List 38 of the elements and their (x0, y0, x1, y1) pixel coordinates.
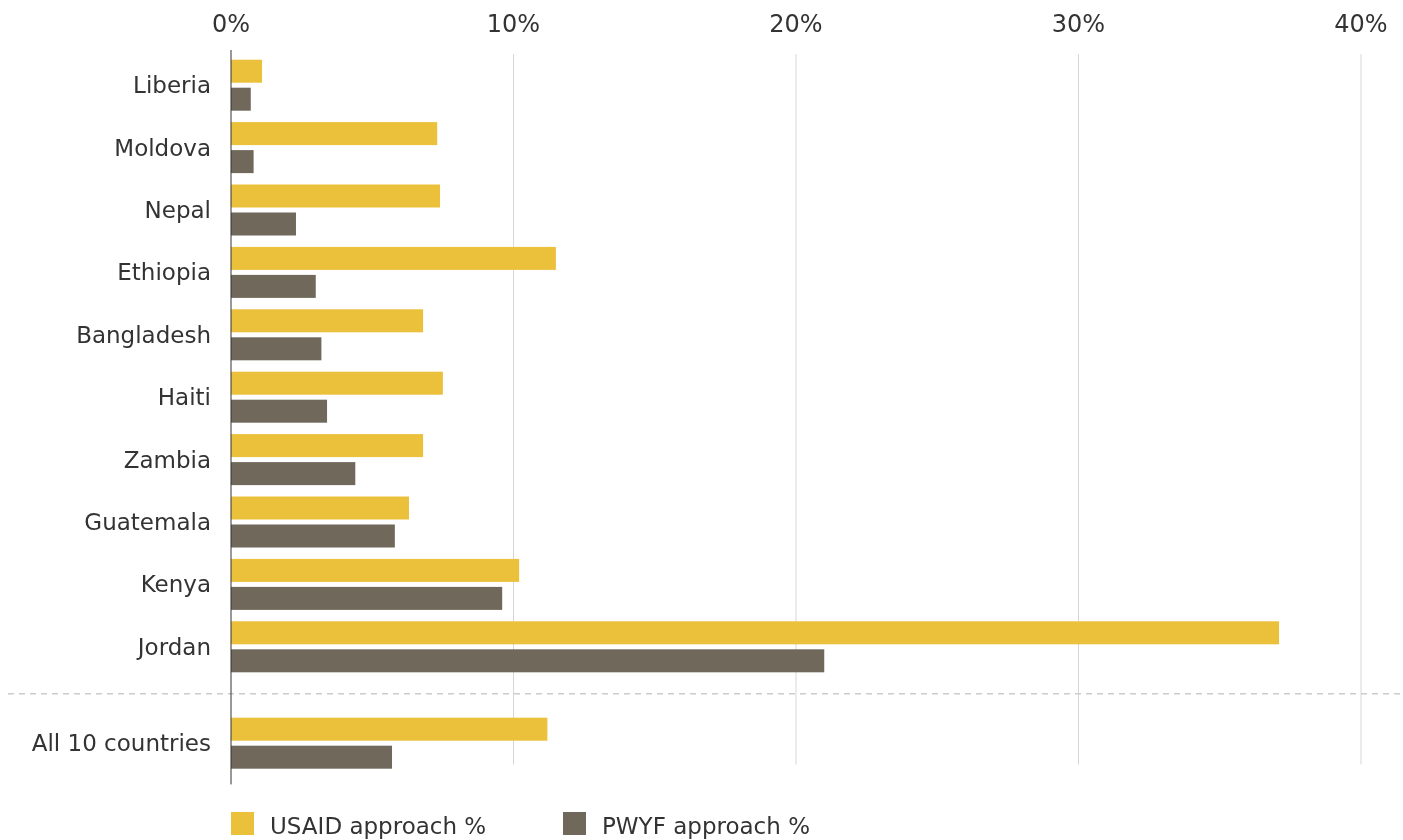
bar (231, 621, 1280, 645)
bar (231, 59, 263, 83)
bar (231, 246, 556, 270)
y-tick-label: Guatemala (84, 509, 211, 535)
y-tick-label: Liberia (133, 72, 211, 99)
bar (231, 87, 251, 111)
bar (231, 558, 520, 582)
y-tick-label: Moldova (114, 134, 211, 161)
bar (231, 309, 424, 333)
bar (231, 586, 503, 610)
bar (231, 524, 395, 548)
y-tick-label: Haiti (157, 384, 211, 411)
bar (231, 212, 296, 236)
bar (231, 434, 424, 458)
bar (231, 462, 356, 486)
y-tick-label: Nepal (144, 197, 211, 223)
bar (231, 337, 322, 361)
y-tick-label: Bangladesh (76, 321, 211, 348)
x-tick-label: 0% (211, 10, 251, 38)
y-tick-label: Kenya (140, 571, 211, 598)
legend-label: USAID approach % (270, 813, 487, 839)
y-tick-label: Zambia (123, 446, 211, 473)
y-tick-label: Jordan (135, 633, 211, 660)
bar (231, 184, 441, 208)
bar (231, 371, 443, 395)
x-tick-label: 40% (1334, 10, 1388, 38)
bar (231, 496, 409, 520)
x-tick-label: 30% (1051, 10, 1106, 38)
y-tick-label: Ethiopia (117, 259, 211, 286)
x-tick-label: 20% (769, 10, 823, 38)
bar (231, 122, 438, 146)
bar (231, 150, 254, 174)
legend-label: PWYF approach % (602, 813, 810, 839)
bar (231, 649, 825, 673)
y-tick-label: All 10 countries (31, 730, 211, 757)
bar (231, 399, 328, 423)
x-tick-label: 10% (486, 10, 541, 38)
bar (231, 274, 316, 298)
